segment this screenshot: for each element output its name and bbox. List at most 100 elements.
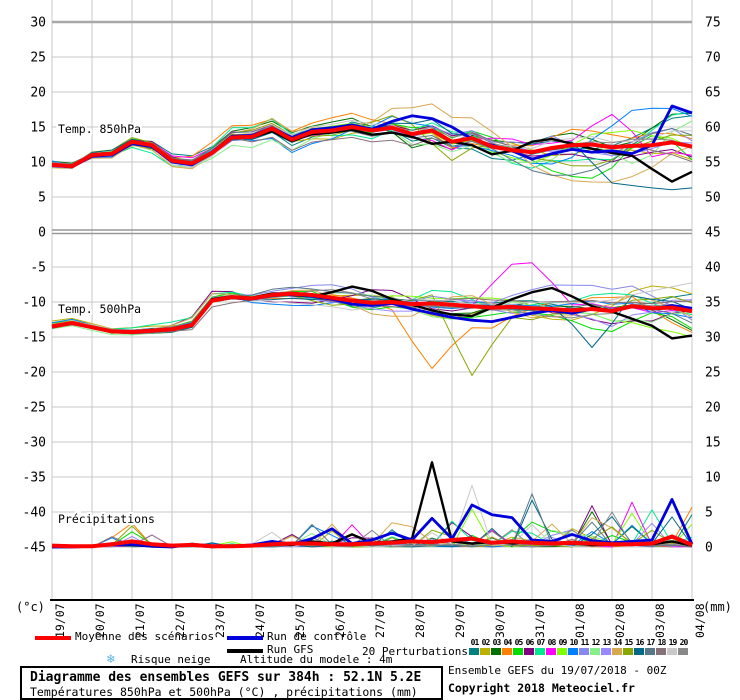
svg-text:60: 60 (705, 121, 721, 136)
copyright: Copyright 2018 Meteociel.fr (448, 681, 635, 695)
svg-text:0: 0 (705, 541, 713, 556)
svg-text:5: 5 (705, 506, 713, 521)
svg-text:29/07: 29/07 (453, 603, 467, 638)
pert-swatch-07 (535, 648, 545, 655)
svg-text:02/08: 02/08 (613, 603, 627, 638)
member-07 (51, 111, 693, 169)
date-labels: 19/07 20/07 21/07 22/07 23/07 24/07 25/07 26/07… (53, 603, 707, 638)
gfs-line-swatch (227, 649, 263, 653)
svg-text:04/08: 04/08 (693, 603, 707, 638)
pert-number-09: 09 (558, 638, 568, 647)
svg-text:27/07: 27/07 (373, 603, 387, 638)
svg-text:65: 65 (705, 86, 721, 101)
panel-precip: Précipitations (51, 461, 694, 549)
pert-number-05: 05 (514, 638, 524, 647)
svg-text:-25: -25 (23, 401, 46, 416)
svg-text:25: 25 (705, 366, 721, 381)
precip-ensemble-mean (51, 534, 693, 549)
pert-swatch-17 (645, 648, 655, 655)
pert-number-01: 01 (470, 638, 480, 647)
svg-text:22/07: 22/07 (173, 603, 187, 638)
legend-snow-label: Risque neige (131, 653, 211, 666)
svg-text:-15: -15 (23, 331, 46, 346)
diagram-subtitle: Températures 850hPa et 500hPa (°C) , pré… (30, 685, 418, 699)
pert-swatch-05 (513, 648, 523, 655)
pert-number-08: 08 (547, 638, 557, 647)
pert-swatch-09 (557, 648, 567, 655)
perturbation-numbers: 01 02 03 04 05 06 07 08 09 10 11 12 13 14 15 16 17 18 19 20 (469, 638, 689, 647)
pert-swatch-19 (667, 648, 677, 655)
svg-text:30: 30 (705, 331, 721, 346)
member-17 (51, 286, 693, 335)
panel-t500: Temp. 500hPa (51, 262, 693, 376)
svg-text:-35: -35 (23, 471, 46, 486)
svg-text:50: 50 (705, 191, 721, 206)
panel-label-t500: Temp. 500hPa (58, 302, 141, 316)
pert-number-06: 06 (525, 638, 535, 647)
svg-text:10: 10 (30, 156, 46, 171)
svg-text:(mm): (mm) (703, 600, 732, 614)
pert-swatch-13 (601, 648, 611, 655)
pert-number-03: 03 (492, 638, 502, 647)
title-box: Diagramme des ensembles GEFS sur 384h : … (20, 666, 443, 700)
t500-ensemble-mean (51, 291, 693, 335)
diagram-title: Diagramme des ensembles GEFS sur 384h : … (30, 670, 422, 685)
pert-number-10: 10 (569, 638, 579, 647)
svg-text:01/08: 01/08 (573, 603, 587, 638)
perturbations-label: 20 Perturbations (362, 645, 468, 658)
svg-text:-45: -45 (23, 541, 46, 556)
panel-label-t850: Temp. 850hPa (58, 122, 141, 136)
grid (50, 0, 694, 601)
pert-number-07: 07 (536, 638, 546, 647)
svg-text:28/07: 28/07 (413, 603, 427, 638)
svg-text:45: 45 (705, 226, 721, 241)
svg-text:20: 20 (30, 86, 46, 101)
pert-number-18: 18 (657, 638, 667, 647)
t850-ensemble-mean (51, 125, 693, 169)
pert-swatch-08 (546, 648, 556, 655)
svg-text:5: 5 (38, 191, 46, 206)
svg-text:25/07: 25/07 (293, 603, 307, 638)
svg-text:(°c): (°c) (16, 600, 45, 614)
svg-text:10: 10 (705, 471, 721, 486)
pert-swatch-04 (502, 648, 512, 655)
perturbation-swatches (469, 648, 689, 655)
svg-text:-30: -30 (23, 436, 46, 451)
svg-text:-5: -5 (30, 261, 46, 276)
svg-text:20: 20 (705, 401, 721, 416)
pert-swatch-02 (480, 648, 490, 655)
svg-text:40: 40 (705, 261, 721, 276)
altitude-label: Altitude du modele : 4m (240, 653, 393, 666)
legend-mean-label: Moyenne des scénarios (75, 630, 215, 643)
pert-swatch-11 (579, 648, 589, 655)
svg-text:26/07: 26/07 (333, 603, 347, 638)
pert-swatch-10 (568, 648, 578, 655)
svg-text:24/07: 24/07 (253, 603, 267, 638)
svg-text:31/07: 31/07 (533, 603, 547, 638)
pert-swatch-14 (612, 648, 622, 655)
legend-gfs-label: Run GFS (267, 643, 314, 656)
svg-text:30/07: 30/07 (493, 603, 507, 638)
svg-text:0: 0 (38, 226, 46, 241)
panel-t850: Temp. 850hPa (51, 103, 693, 191)
control-line-swatch (227, 636, 263, 640)
pert-number-04: 04 (503, 638, 513, 647)
panel-label-precip: Précipitations (58, 512, 155, 526)
pert-number-15: 15 (624, 638, 634, 647)
pert-swatch-18 (656, 648, 666, 655)
ensemble-chart: 302520151050-5-10-15-20-25-30-35-40-45(°… (16, 0, 732, 638)
pert-number-20: 20 (679, 638, 689, 647)
svg-text:20/07: 20/07 (93, 603, 107, 638)
pert-swatch-03 (491, 648, 501, 655)
svg-text:25: 25 (30, 51, 46, 66)
legend-control-label: Run de contrôle (267, 630, 367, 643)
pert-number-13: 13 (602, 638, 612, 647)
svg-text:-40: -40 (23, 506, 46, 521)
pert-swatch-01 (469, 648, 479, 655)
pert-swatch-15 (623, 648, 633, 655)
pert-swatch-06 (524, 648, 534, 655)
pert-number-02: 02 (481, 638, 491, 647)
run-info: Ensemble GEFS du 19/07/2018 - 00Z (448, 664, 667, 677)
